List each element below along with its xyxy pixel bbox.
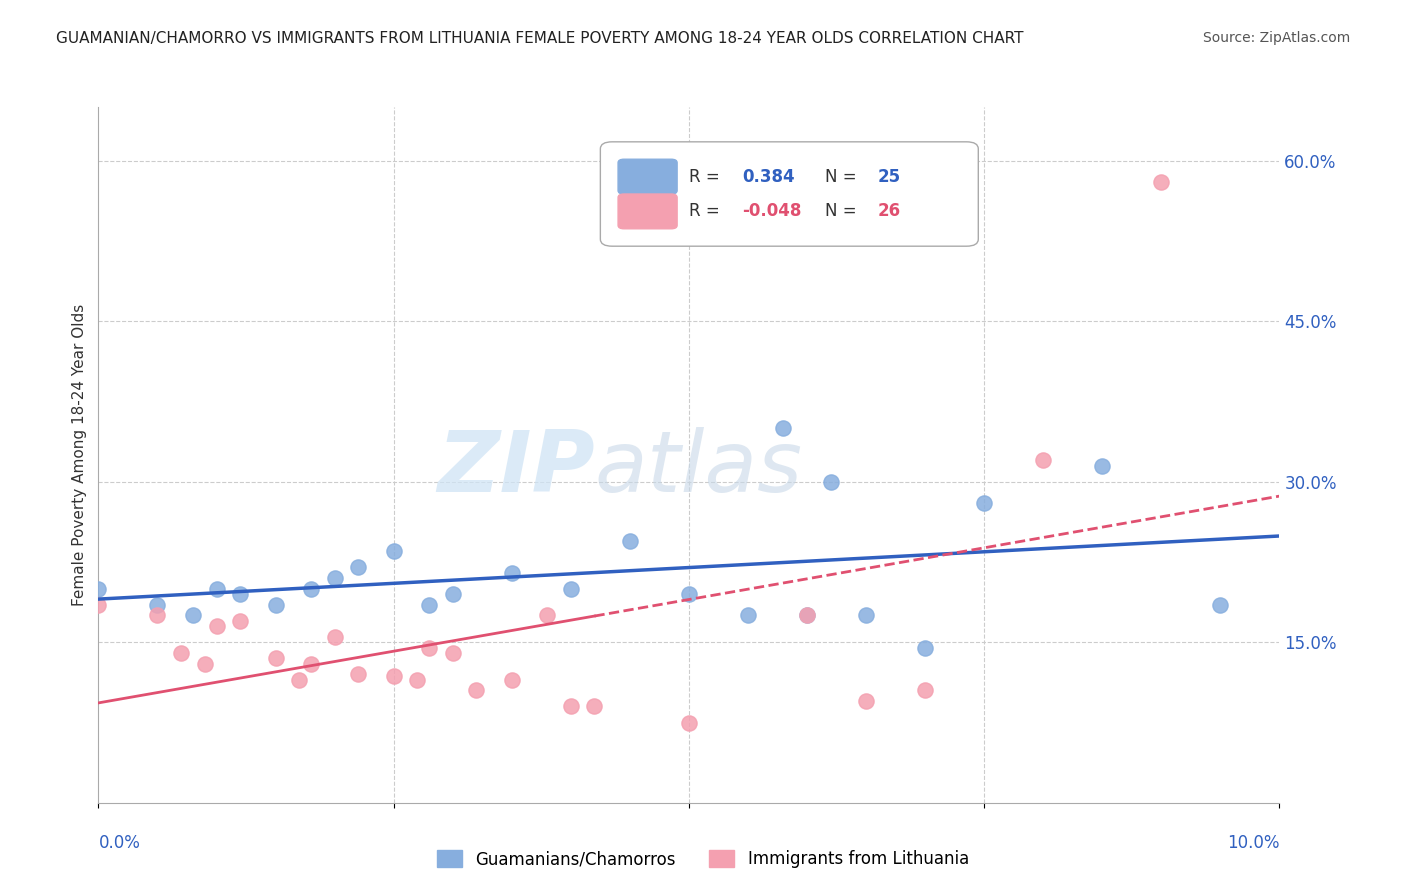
Point bbox=[796, 608, 818, 623]
Point bbox=[323, 630, 346, 644]
Point bbox=[1091, 458, 1114, 473]
Text: 10.0%: 10.0% bbox=[1227, 834, 1279, 852]
Point bbox=[87, 598, 110, 612]
Point bbox=[264, 598, 287, 612]
Point bbox=[323, 571, 346, 585]
Point bbox=[264, 651, 287, 665]
FancyBboxPatch shape bbox=[619, 159, 678, 194]
Point bbox=[87, 582, 110, 596]
Point bbox=[146, 608, 169, 623]
FancyBboxPatch shape bbox=[600, 142, 979, 246]
Y-axis label: Female Poverty Among 18-24 Year Olds: Female Poverty Among 18-24 Year Olds bbox=[72, 304, 87, 606]
Text: 0.0%: 0.0% bbox=[98, 834, 141, 852]
Point bbox=[678, 715, 700, 730]
Text: Source: ZipAtlas.com: Source: ZipAtlas.com bbox=[1202, 31, 1350, 45]
Text: R =: R = bbox=[689, 168, 720, 186]
Text: 26: 26 bbox=[877, 202, 901, 220]
Point bbox=[914, 640, 936, 655]
Point bbox=[229, 587, 252, 601]
Point bbox=[855, 608, 877, 623]
Point bbox=[229, 614, 252, 628]
Text: N =: N = bbox=[825, 202, 856, 220]
Point bbox=[914, 683, 936, 698]
Text: 0.384: 0.384 bbox=[742, 168, 794, 186]
FancyBboxPatch shape bbox=[619, 194, 678, 228]
Text: R =: R = bbox=[689, 202, 720, 220]
Point bbox=[347, 560, 370, 574]
Point bbox=[299, 657, 322, 671]
Point bbox=[441, 587, 464, 601]
Point bbox=[536, 608, 558, 623]
Point bbox=[205, 582, 228, 596]
Point bbox=[146, 598, 169, 612]
Point bbox=[347, 667, 370, 681]
Point bbox=[406, 673, 429, 687]
Legend: Guamanians/Chamorros, Immigrants from Lithuania: Guamanians/Chamorros, Immigrants from Li… bbox=[430, 843, 976, 875]
Point bbox=[382, 669, 405, 683]
Point bbox=[820, 475, 842, 489]
Text: -0.048: -0.048 bbox=[742, 202, 801, 220]
Point bbox=[1032, 453, 1054, 467]
Point bbox=[583, 699, 606, 714]
Point bbox=[465, 683, 488, 698]
Point bbox=[772, 421, 794, 435]
Point bbox=[299, 582, 322, 596]
Point bbox=[1150, 175, 1173, 189]
Point bbox=[205, 619, 228, 633]
Point bbox=[418, 598, 440, 612]
Point bbox=[560, 699, 582, 714]
Point bbox=[181, 608, 204, 623]
Point bbox=[382, 544, 405, 558]
Text: N =: N = bbox=[825, 168, 856, 186]
Point bbox=[796, 608, 818, 623]
Point bbox=[678, 587, 700, 601]
Point bbox=[973, 496, 995, 510]
Text: ZIP: ZIP bbox=[437, 427, 595, 510]
Point bbox=[501, 566, 523, 580]
Point bbox=[194, 657, 217, 671]
Point bbox=[501, 673, 523, 687]
Point bbox=[1209, 598, 1232, 612]
Text: atlas: atlas bbox=[595, 427, 803, 510]
Point bbox=[288, 673, 311, 687]
Point bbox=[170, 646, 193, 660]
Text: GUAMANIAN/CHAMORRO VS IMMIGRANTS FROM LITHUANIA FEMALE POVERTY AMONG 18-24 YEAR : GUAMANIAN/CHAMORRO VS IMMIGRANTS FROM LI… bbox=[56, 31, 1024, 46]
Point bbox=[737, 608, 759, 623]
Point bbox=[619, 533, 641, 548]
Text: 25: 25 bbox=[877, 168, 901, 186]
Point bbox=[418, 640, 440, 655]
Point bbox=[855, 694, 877, 708]
Point bbox=[441, 646, 464, 660]
Point bbox=[560, 582, 582, 596]
